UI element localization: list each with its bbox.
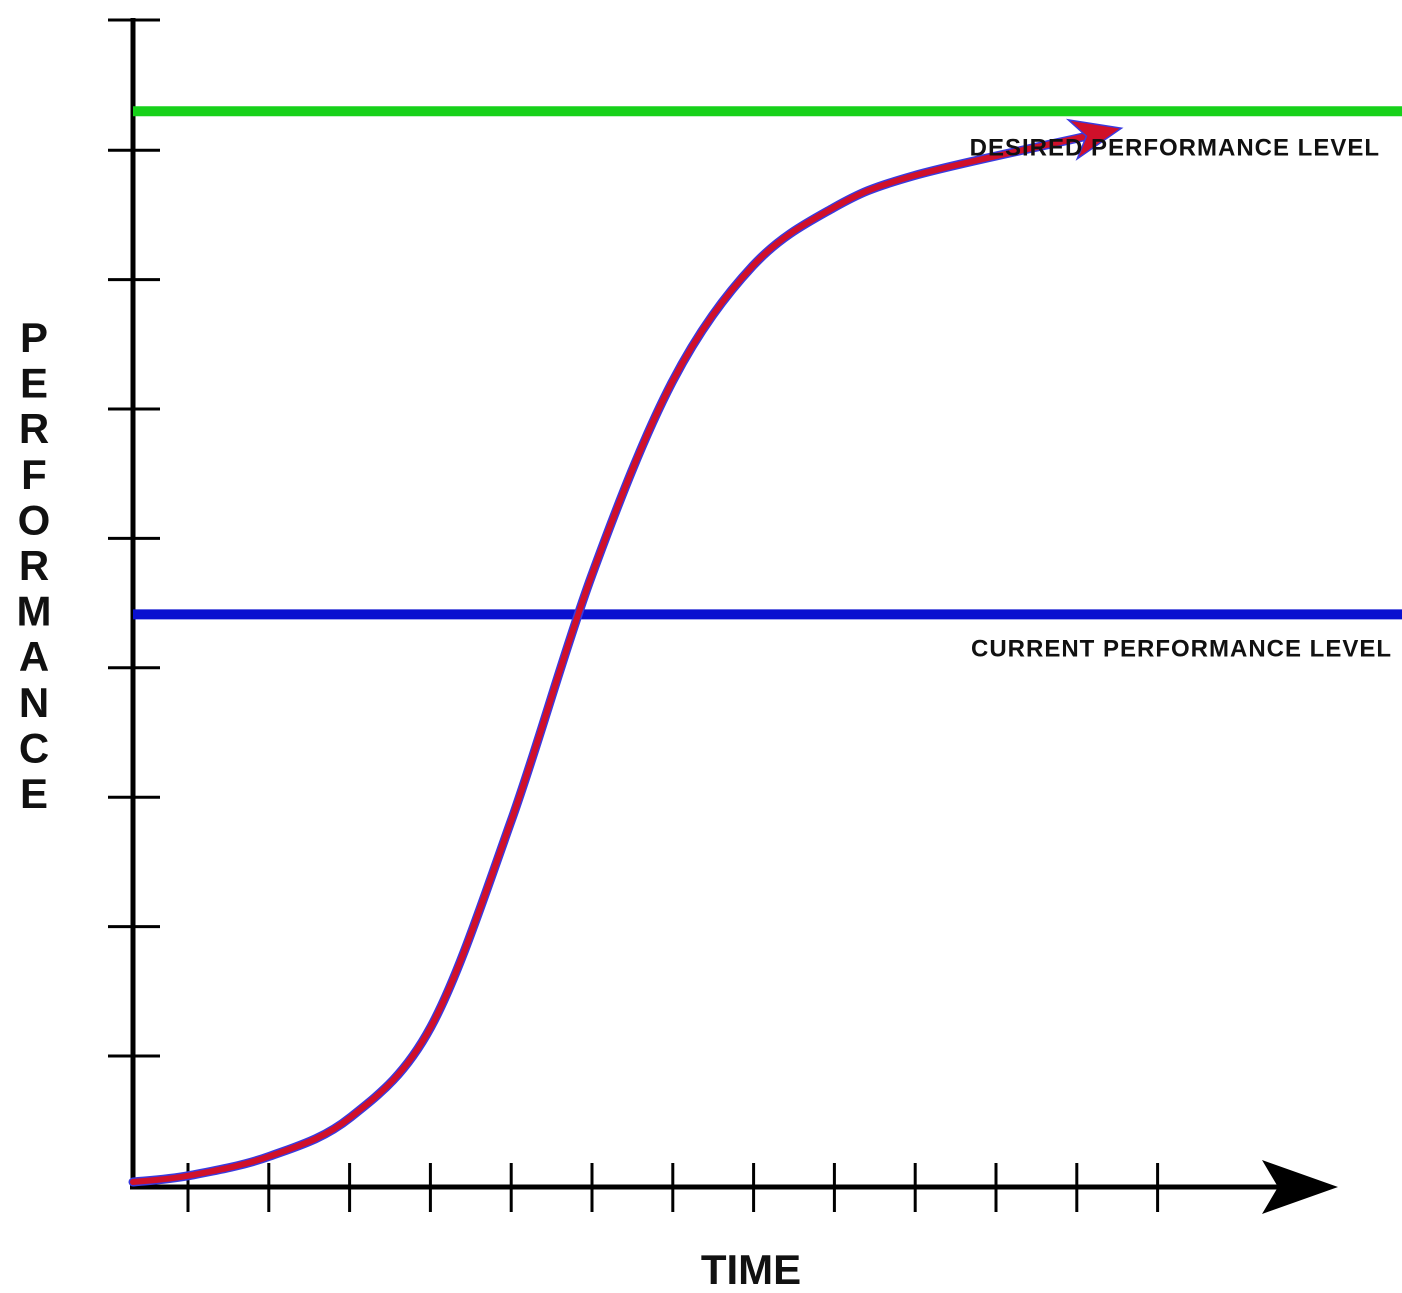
desired-level-label: DESIRED PERFORMANCE LEVEL <box>970 134 1380 161</box>
series-arrowhead <box>1065 118 1124 161</box>
series-line-outline <box>128 132 1088 1187</box>
x-axis-label: TIME <box>701 1246 801 1293</box>
current-level-label: CURRENT PERFORMANCE LEVEL <box>971 635 1392 662</box>
series-line <box>130 134 1086 1185</box>
x-axis-arrowhead <box>1262 1160 1338 1214</box>
reference-lines <box>133 106 1402 620</box>
